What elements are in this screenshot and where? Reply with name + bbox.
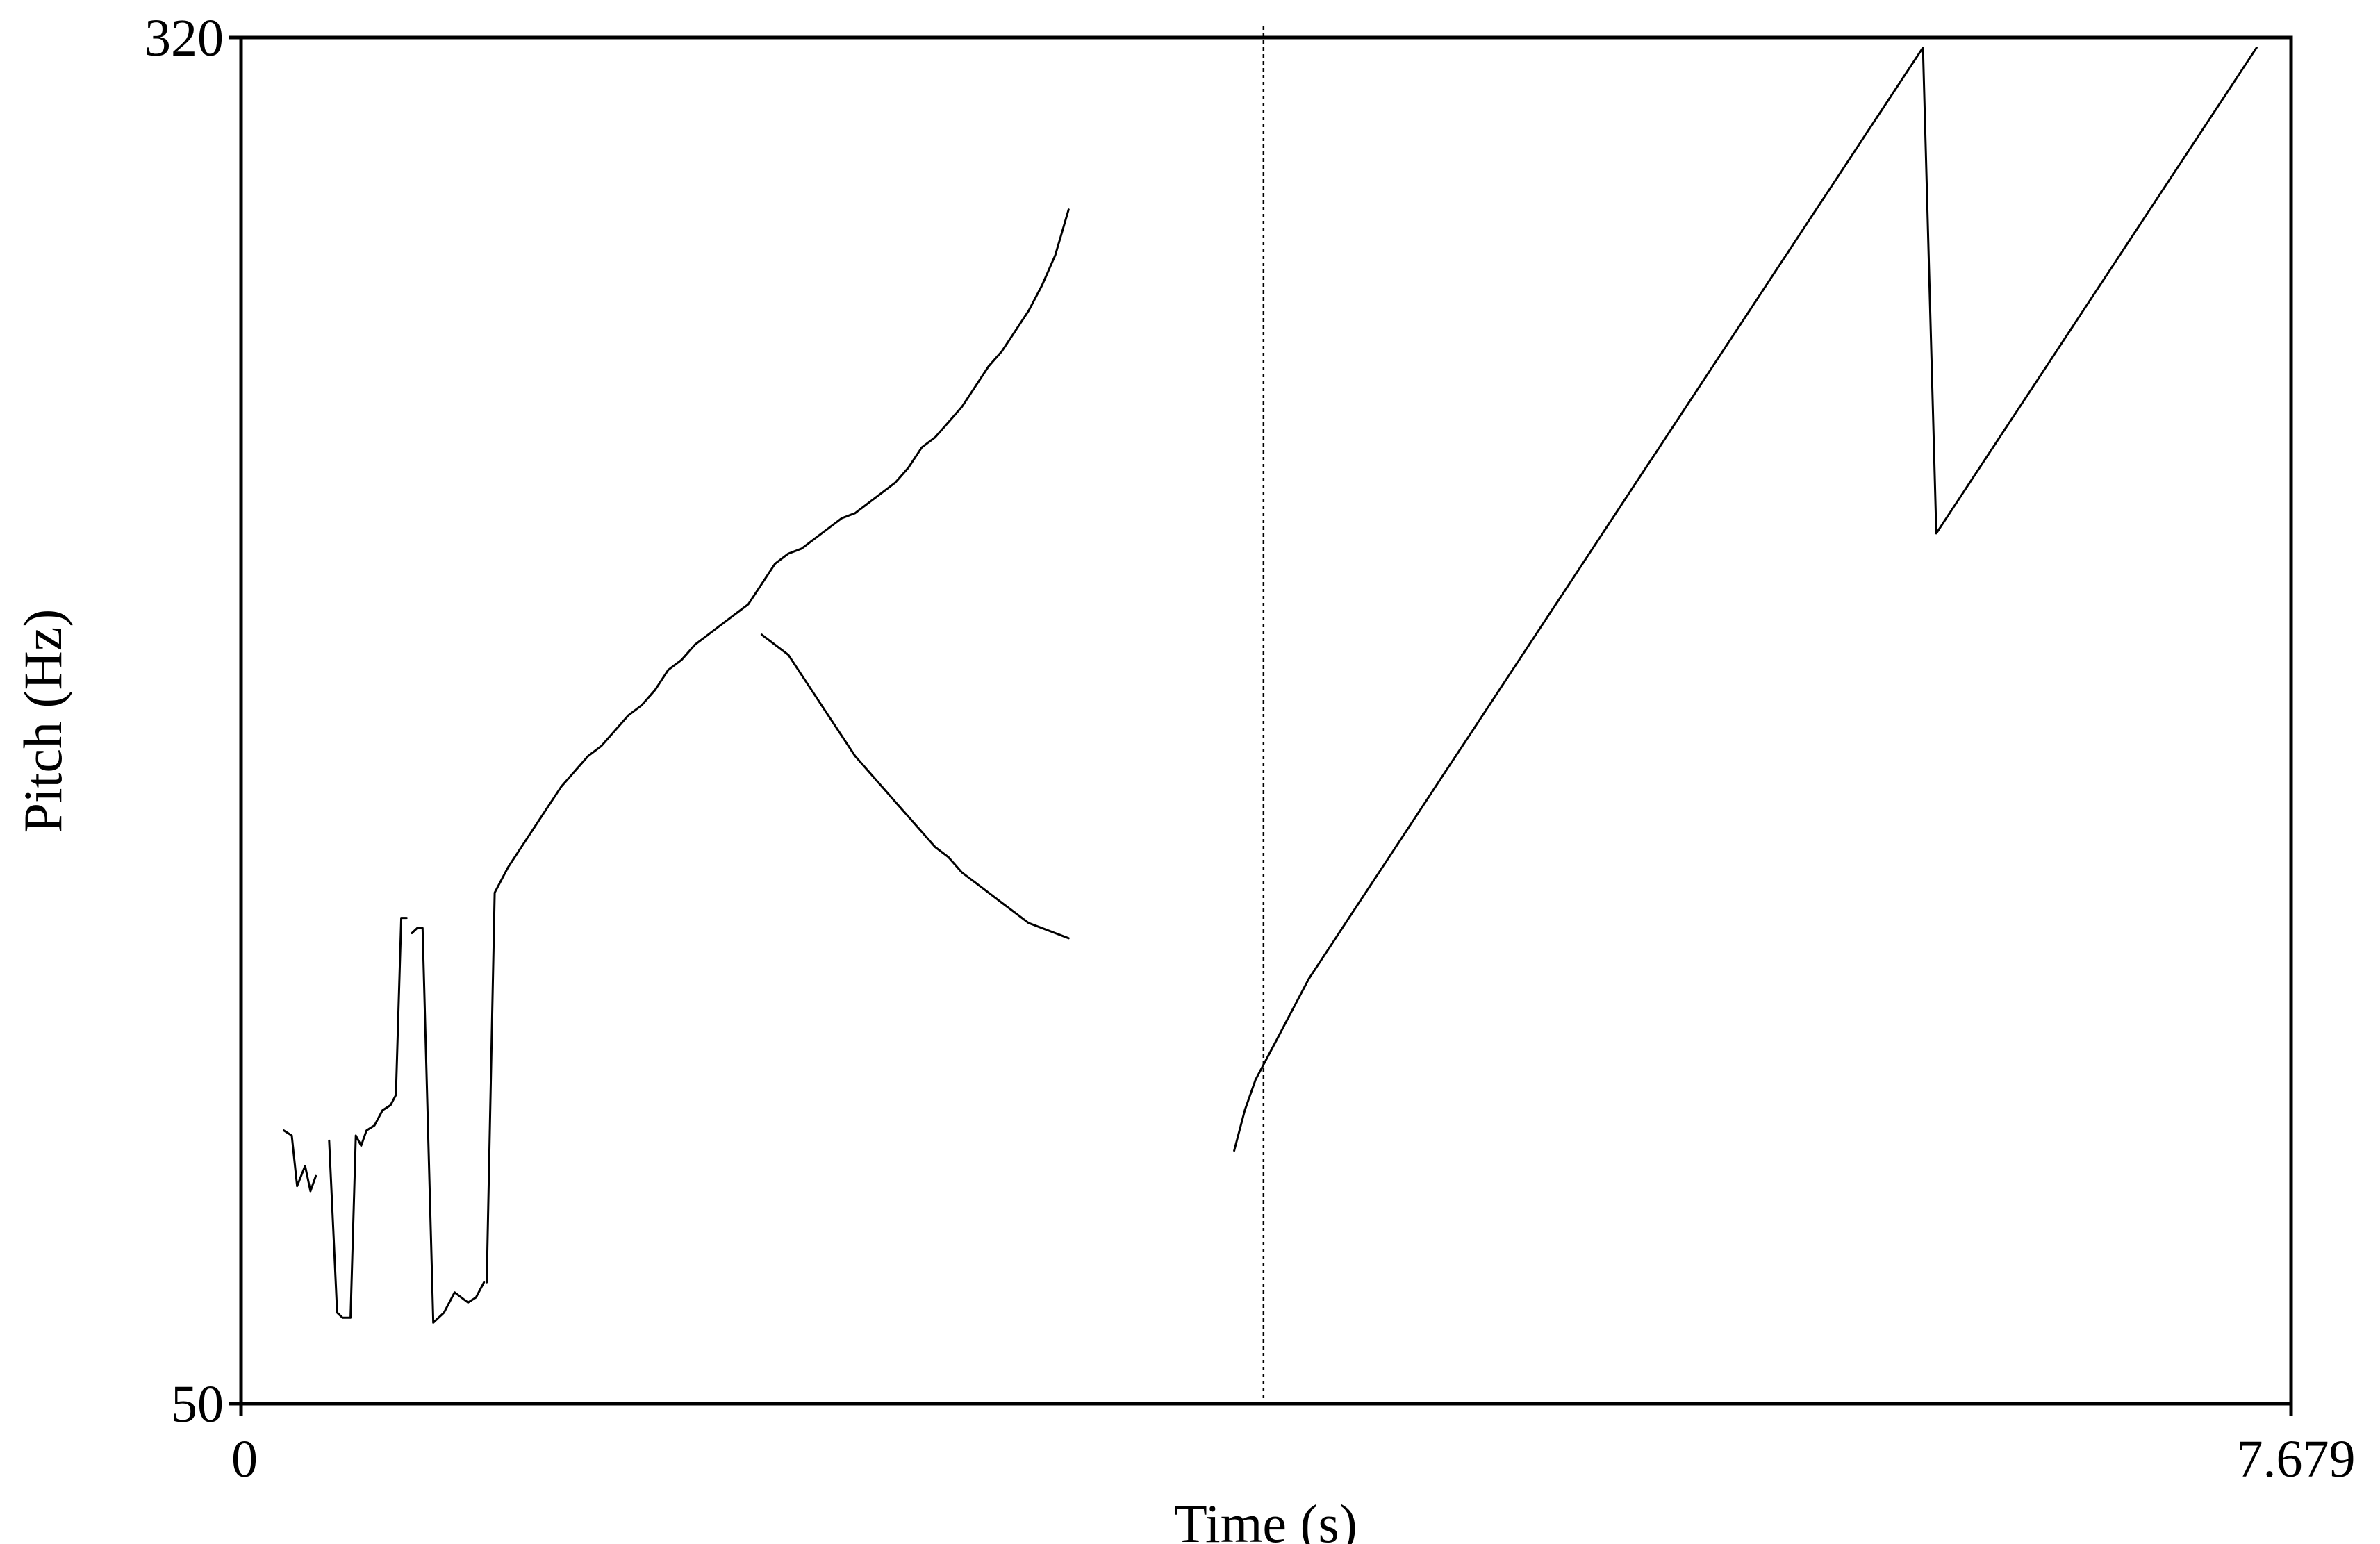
axis-ticks — [229, 35, 2293, 1416]
pitch-segment-4 — [486, 208, 1070, 1284]
y-tick-bottom-label: 50 — [171, 1375, 224, 1434]
x-tick-end-label: 7.679 — [2237, 1430, 2356, 1488]
pitch-segment-3 — [411, 927, 486, 1324]
y-axis-label: Pitch (Hz) — [13, 609, 73, 833]
pitch-segment-5 — [760, 633, 1070, 940]
y-tick-top-label: 320 — [144, 9, 224, 67]
plot-frame — [239, 35, 2293, 1406]
x-axis-label: Time (s) — [1174, 1493, 1357, 1544]
pitch-segment-6 — [1233, 47, 2258, 1152]
pitch-contours — [283, 47, 2258, 1324]
pitch-segment-1 — [283, 1129, 317, 1193]
pitch-segment-2 — [328, 917, 408, 1319]
x-tick-start-label: 0 — [231, 1430, 258, 1488]
